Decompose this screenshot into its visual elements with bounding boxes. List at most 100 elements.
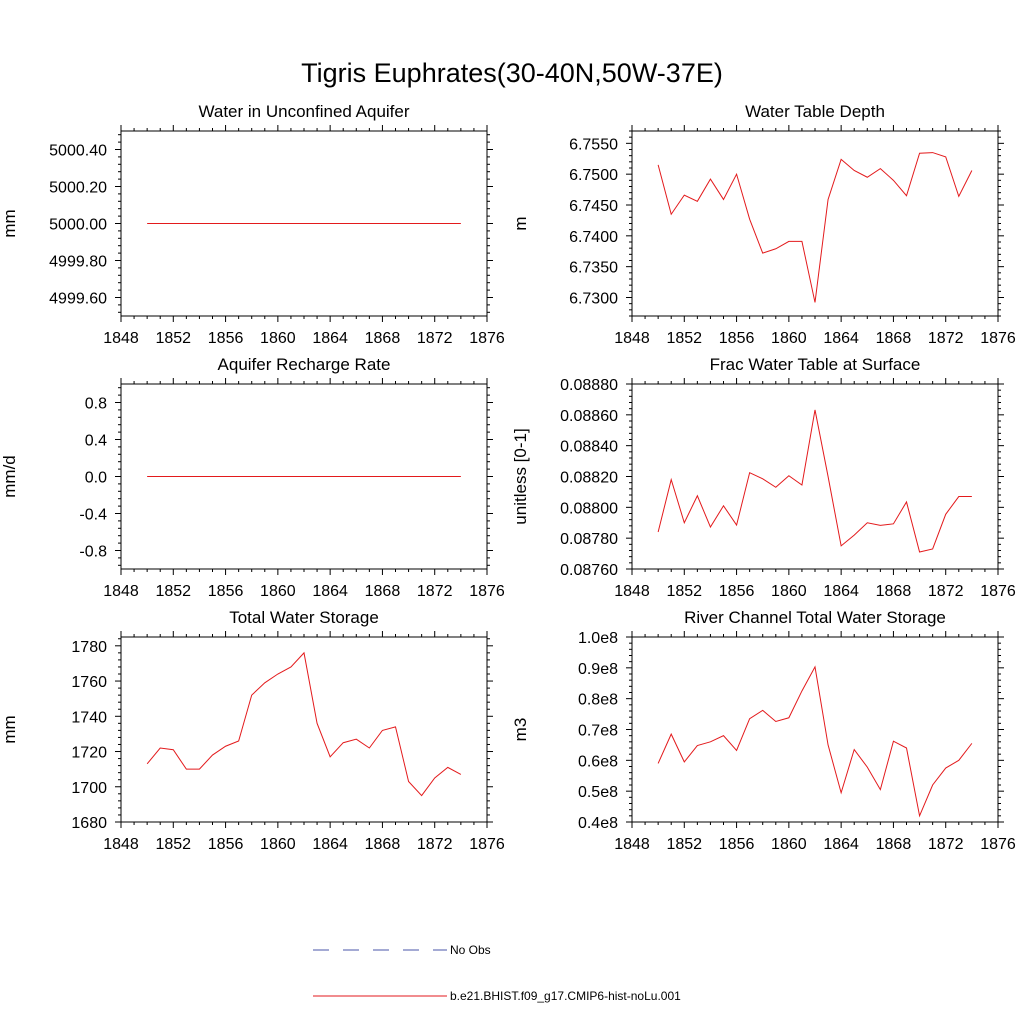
- y-axis-label: unitless [0-1]: [511, 428, 530, 524]
- y-tick-label: 0.4: [85, 433, 107, 450]
- x-tick-label: 1868: [365, 583, 401, 600]
- x-tick-label: 1868: [876, 330, 912, 347]
- x-tick-label: 1852: [155, 583, 191, 600]
- y-tick-label: 0.9e8: [578, 661, 618, 678]
- x-tick-label: 1852: [155, 330, 191, 347]
- x-tick-label: 1864: [823, 330, 859, 347]
- panel-title: River Channel Total Water Storage: [684, 608, 946, 627]
- y-tick-label: 0.08880: [560, 377, 618, 394]
- plot-frame: [631, 636, 999, 823]
- panel-title: Frac Water Table at Surface: [710, 355, 921, 374]
- x-tick-label: 1872: [417, 583, 453, 600]
- y-tick-label: 6.7450: [569, 198, 618, 215]
- x-tick-label: 1876: [980, 836, 1016, 853]
- y-axis-label: m3: [511, 718, 530, 742]
- x-tick-label: 1848: [103, 330, 139, 347]
- x-tick-label: 1848: [614, 836, 650, 853]
- y-tick-label: 6.7500: [569, 167, 618, 184]
- y-tick-label: 0.08780: [560, 531, 618, 548]
- y-tick-label: 5000.20: [49, 180, 107, 197]
- y-tick-label: 0.0: [85, 470, 107, 487]
- y-tick-label: 1740: [71, 709, 107, 726]
- x-tick-label: 1848: [614, 583, 650, 600]
- y-tick-label: 0.7e8: [578, 723, 618, 740]
- x-tick-label: 1860: [771, 330, 807, 347]
- panel-title: Aquifer Recharge Rate: [218, 355, 391, 374]
- y-tick-label: 1700: [71, 780, 107, 797]
- y-tick-label: -0.8: [79, 544, 107, 561]
- x-tick-label: 1876: [980, 583, 1016, 600]
- y-tick-label: 0.08860: [560, 408, 618, 425]
- x-tick-label: 1868: [365, 330, 401, 347]
- series-line-1: [657, 409, 972, 553]
- x-tick-label: 1864: [312, 836, 348, 853]
- x-tick-label: 1860: [260, 330, 296, 347]
- y-axis-label: m: [511, 216, 530, 230]
- x-tick-label: 1864: [312, 583, 348, 600]
- y-tick-label: 0.4e8: [578, 815, 618, 832]
- y-tick-label: 1720: [71, 745, 107, 762]
- x-tick-label: 1856: [208, 330, 244, 347]
- y-tick-label: 4999.80: [49, 254, 107, 271]
- x-tick-label: 1868: [876, 836, 912, 853]
- y-tick-label: 1.0e8: [578, 630, 618, 647]
- y-tick-label: 6.7300: [569, 291, 618, 308]
- y-tick-label: 0.6e8: [578, 753, 618, 770]
- x-tick-label: 1856: [208, 836, 244, 853]
- x-tick-label: 1876: [980, 330, 1016, 347]
- x-tick-label: 1852: [666, 583, 702, 600]
- x-tick-label: 1872: [928, 583, 964, 600]
- panels: Water in Unconfined Aquifer mm 1848 1852 185…: [0, 102, 1016, 853]
- panel-4: Frac Water Table at Surface unitless [0-1…: [511, 355, 1016, 600]
- panel-3: Aquifer Recharge Rate mm/d 1848 1852 1856 186…: [0, 355, 505, 600]
- y-tick-label: 0.8: [85, 396, 107, 413]
- panel-1: Water in Unconfined Aquifer mm 1848 1852 185…: [0, 102, 505, 347]
- y-axis-label: mm: [0, 209, 19, 237]
- x-tick-label: 1852: [666, 836, 702, 853]
- y-tick-label: 5000.40: [49, 143, 107, 160]
- plot-frame: [120, 636, 488, 823]
- plot-frame: [631, 130, 999, 317]
- y-tick-label: 0.08800: [560, 500, 618, 517]
- x-tick-label: 1860: [260, 583, 296, 600]
- y-tick-label: 1760: [71, 674, 107, 691]
- x-tick-label: 1848: [614, 330, 650, 347]
- panel-5: Total Water Storage mm 1848 1852 1856 1860 186…: [0, 608, 505, 853]
- x-tick-label: 1860: [771, 836, 807, 853]
- series-line-1: [146, 651, 462, 797]
- x-tick-label: 1856: [719, 836, 755, 853]
- x-tick-label: 1860: [771, 583, 807, 600]
- y-tick-label: 6.7550: [569, 136, 618, 153]
- x-tick-label: 1856: [719, 583, 755, 600]
- y-tick-label: 0.08820: [560, 470, 618, 487]
- x-tick-label: 1872: [417, 836, 453, 853]
- series-line-1: [657, 665, 973, 818]
- y-tick-label: 1780: [71, 639, 107, 656]
- x-tick-label: 1872: [928, 836, 964, 853]
- x-tick-label: 1876: [469, 836, 505, 853]
- x-tick-label: 1868: [365, 836, 401, 853]
- y-tick-label: 1680: [71, 815, 107, 832]
- x-tick-label: 1856: [208, 583, 244, 600]
- y-tick-label: 4999.60: [49, 291, 107, 308]
- x-tick-label: 1852: [666, 330, 702, 347]
- x-tick-label: 1856: [719, 330, 755, 347]
- legend-obs-label: No Obs: [450, 943, 491, 957]
- x-tick-label: 1872: [928, 330, 964, 347]
- y-tick-label: 6.7400: [569, 229, 618, 246]
- x-tick-label: 1864: [823, 583, 859, 600]
- y-axis-label: mm: [0, 715, 19, 743]
- x-tick-label: 1848: [103, 836, 139, 853]
- x-tick-label: 1864: [823, 836, 859, 853]
- figure-title: Tigris Euphrates(30-40N,50W-37E): [301, 58, 723, 88]
- panel-2: Water Table Depth m 1848 1852 1856 1860 1864 18…: [511, 102, 1016, 347]
- panel-6: River Channel Total Water Storage m3 1848 1…: [511, 608, 1016, 853]
- x-tick-label: 1872: [417, 330, 453, 347]
- panel-title: Water in Unconfined Aquifer: [198, 102, 409, 121]
- x-tick-label: 1876: [469, 583, 505, 600]
- y-tick-label: 0.08760: [560, 562, 618, 579]
- panel-title: Water Table Depth: [745, 102, 885, 121]
- x-tick-label: 1868: [876, 583, 912, 600]
- legend: No Obs b.e21.BHIST.f09_g17.CMIP6-hist-no…: [313, 943, 681, 1003]
